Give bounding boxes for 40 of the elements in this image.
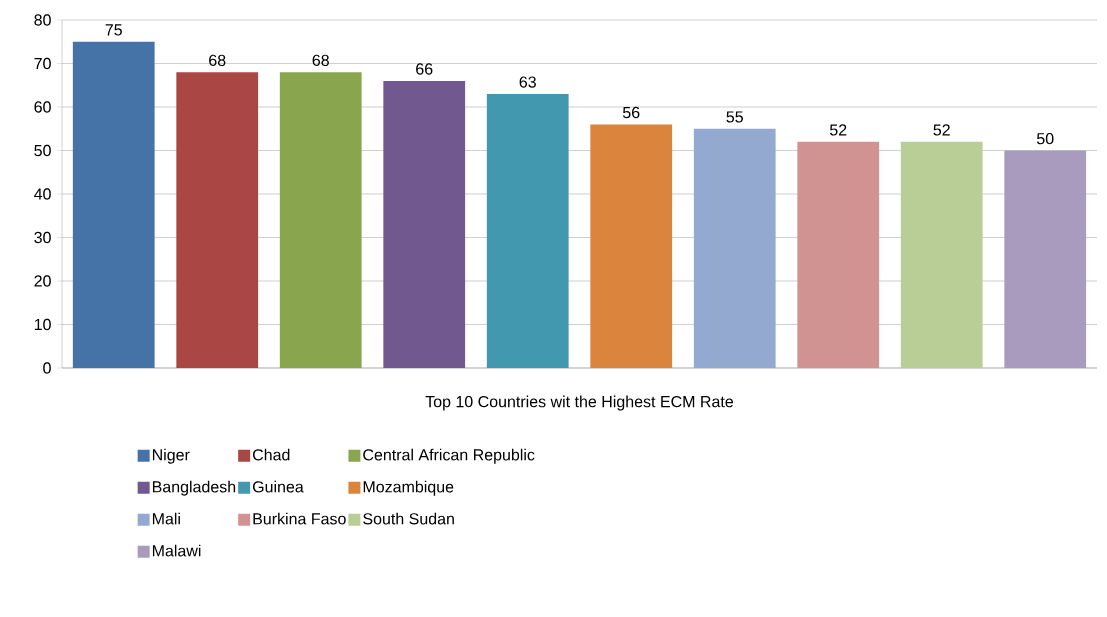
data-label: 68 [209, 54, 226, 66]
data-label: 56 [622, 106, 640, 119]
legend-label: Chad [252, 448, 290, 461]
data-label: 75 [105, 24, 122, 36]
y-tick-label: 20 [34, 275, 51, 287]
y-tick-label: 0 [43, 362, 51, 374]
bar [176, 72, 259, 368]
y-tick-label: 50 [34, 144, 51, 157]
legend-label: Mali [152, 512, 180, 525]
legend-label: Malawi [152, 544, 201, 557]
legend-label: South Sudan [363, 512, 454, 525]
x-axis-title: Top 10 Countries wit the Highest ECM Rate [425, 395, 733, 411]
bar [900, 141, 983, 368]
legend-label: Guinea [252, 480, 304, 493]
bar [693, 128, 776, 368]
bar [72, 41, 155, 368]
bar [383, 80, 466, 368]
y-tick-label: 80 [34, 14, 51, 26]
y-tick-label: 60 [34, 101, 51, 113]
y-tick-label: 40 [34, 188, 51, 200]
y-tick-label: 30 [34, 231, 51, 244]
legend-label: Bangladesh [152, 480, 236, 496]
y-tick-label: 70 [34, 57, 51, 70]
data-label: 50 [1036, 132, 1054, 145]
legend-label: Central African Republic [363, 448, 535, 464]
data-label: 52 [829, 124, 847, 136]
data-label: 55 [726, 111, 743, 123]
data-label: 63 [519, 76, 536, 88]
bar [590, 124, 673, 368]
legend-label: Niger [152, 448, 190, 464]
y-tick-label: 10 [34, 318, 51, 331]
bar [279, 72, 362, 368]
bar [797, 141, 880, 368]
legend-label: Burkina Faso [253, 512, 346, 525]
legend-label: Mozambique [363, 480, 454, 496]
bar [1004, 150, 1087, 368]
data-label: 68 [312, 54, 329, 66]
data-label: 66 [416, 63, 433, 75]
data-label: 52 [933, 124, 950, 136]
bar [486, 93, 569, 368]
